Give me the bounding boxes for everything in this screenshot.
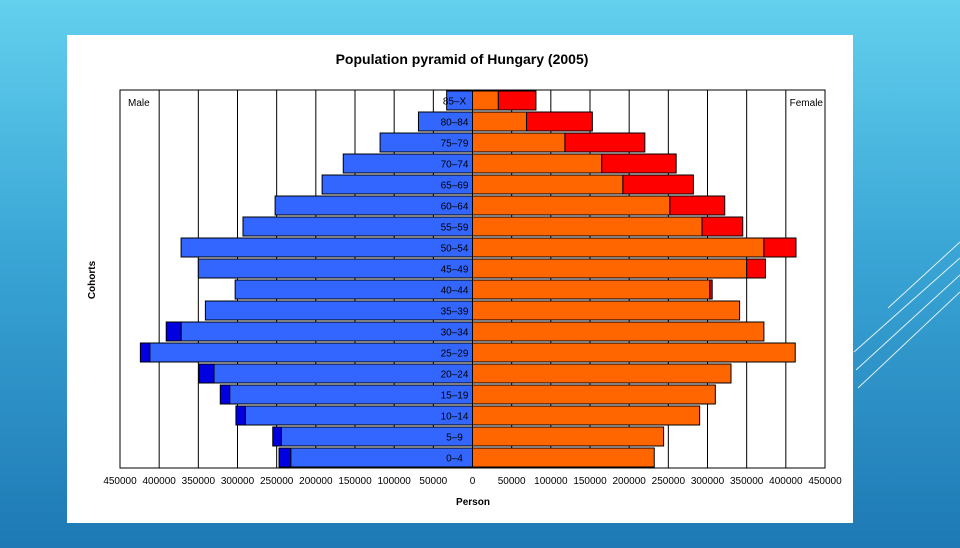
cohort-label: 40–44 — [441, 286, 469, 297]
female-bar — [472, 258, 748, 279]
male-bar — [242, 216, 473, 237]
x-tick-label: 0 — [470, 476, 476, 487]
female-surplus-bar — [669, 195, 726, 216]
male-bar — [229, 384, 473, 405]
cohort-label: 65–69 — [441, 181, 469, 192]
male-label: Male — [128, 98, 150, 109]
female-surplus-bar — [601, 153, 677, 174]
female-bar — [472, 111, 528, 132]
female-bar — [472, 300, 741, 321]
female-bar — [472, 342, 796, 363]
x-tick-label: 400000 — [769, 476, 803, 487]
male-bar — [180, 237, 473, 258]
x-tick-labels: 450000 400000 350000 300000 250000 200000 1500… — [103, 476, 842, 487]
x-tick-label: 200000 — [612, 476, 646, 487]
cohort-label: 60–64 — [441, 202, 469, 213]
female-surplus-bar — [497, 90, 537, 111]
female-bar — [472, 405, 701, 426]
x-tick-label: 450000 — [808, 476, 842, 487]
bars-group — [139, 90, 797, 468]
grid-lines — [119, 89, 826, 469]
female-surplus-bar — [564, 132, 646, 153]
male-surplus-bar — [235, 405, 246, 426]
x-tick-label: 150000 — [573, 476, 607, 487]
female-surplus-bar — [709, 279, 713, 300]
female-bar — [472, 174, 624, 195]
female-surplus-bar — [526, 111, 593, 132]
x-tick-label: 200000 — [299, 476, 333, 487]
female-bar — [472, 279, 711, 300]
female-bar — [472, 321, 765, 342]
x-tick-label: 450000 — [103, 476, 137, 487]
male-surplus-bar — [278, 447, 292, 468]
male-surplus-bar — [165, 321, 182, 342]
female-surplus-bar — [701, 216, 744, 237]
female-surplus-bar — [763, 237, 797, 258]
female-surplus-bar — [622, 174, 694, 195]
x-axis-label: Person — [456, 497, 490, 508]
male-surplus-bar — [272, 426, 282, 447]
female-bar — [472, 363, 732, 384]
cohort-label: 35–39 — [441, 307, 469, 318]
cohort-label: 5–9 — [446, 433, 463, 444]
x-tick-label: 300000 — [221, 476, 255, 487]
male-surplus-bar — [219, 384, 231, 405]
chart-title: Population pyramid of Hungary (2005) — [336, 51, 589, 67]
y-axis-label: Cohorts — [87, 260, 98, 299]
decorative-lines — [853, 241, 960, 389]
x-tick-label: 100000 — [534, 476, 568, 487]
female-bar — [472, 90, 499, 111]
female-label: Female — [790, 98, 824, 109]
x-tick-label: 350000 — [730, 476, 764, 487]
x-tick-label: 150000 — [338, 476, 372, 487]
male-bar — [180, 321, 473, 342]
x-tick-label: 350000 — [182, 476, 216, 487]
x-tick-label: 50000 — [498, 476, 526, 487]
female-bar — [472, 153, 603, 174]
male-bar — [204, 300, 473, 321]
female-bar — [472, 426, 665, 447]
male-surplus-bar — [198, 363, 215, 384]
female-bar — [472, 384, 716, 405]
x-tick-label: 250000 — [260, 476, 294, 487]
cohort-label: 75–79 — [441, 139, 469, 150]
chart-frame: Population pyramid of Hungary (2005) 85–… — [67, 35, 853, 523]
cohort-label: 50–54 — [441, 244, 469, 255]
male-bar — [280, 426, 473, 447]
male-bar — [213, 363, 473, 384]
female-bar — [472, 237, 765, 258]
cohort-label: 15–19 — [441, 391, 469, 402]
male-surplus-bar — [139, 342, 151, 363]
x-tick-label: 300000 — [691, 476, 725, 487]
cohort-label: 25–29 — [441, 349, 469, 360]
x-tick-label: 400000 — [142, 476, 176, 487]
female-bar — [472, 132, 566, 153]
x-tick-label: 100000 — [377, 476, 411, 487]
female-surplus-bar — [746, 258, 766, 279]
x-tick-label: 50000 — [419, 476, 447, 487]
female-bar — [472, 216, 703, 237]
male-bar — [149, 342, 474, 363]
cohort-label: 0–4 — [446, 454, 463, 465]
male-bar — [197, 258, 473, 279]
population-pyramid-chart: Population pyramid of Hungary (2005) 85–… — [87, 51, 842, 508]
cohort-label: 80–84 — [441, 118, 469, 129]
female-bar — [472, 195, 671, 216]
cohort-labels: 85–X 80–84 75–79 70–74 65–69 60–64 55–59 50–54 4… — [441, 97, 469, 465]
cohort-label: 30–34 — [441, 328, 469, 339]
cohort-label: 45–49 — [441, 265, 469, 276]
cohort-label: 20–24 — [441, 370, 469, 381]
male-bar — [244, 405, 473, 426]
male-bar — [234, 279, 473, 300]
x-tick-label: 250000 — [652, 476, 686, 487]
cohort-label: 55–59 — [441, 223, 469, 234]
female-bar — [472, 447, 655, 468]
plot-border — [119, 89, 826, 469]
cohort-label: 10–14 — [441, 412, 469, 423]
cohort-label: 70–74 — [441, 160, 469, 171]
cohort-label: 85–X — [443, 97, 467, 108]
